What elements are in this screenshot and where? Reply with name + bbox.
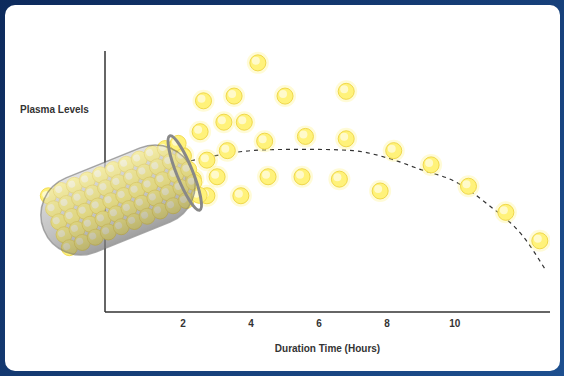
svg-text:8: 8 (384, 318, 390, 329)
svg-text:6: 6 (316, 318, 322, 329)
svg-text:4: 4 (248, 318, 254, 329)
html-text:Plasma Levels: Plasma Levels (20, 104, 89, 115)
svg-text:10: 10 (449, 318, 461, 329)
svg-text:Duration Time (Hours): Duration Time (Hours) (275, 343, 380, 354)
svg-text:2: 2 (180, 318, 186, 329)
